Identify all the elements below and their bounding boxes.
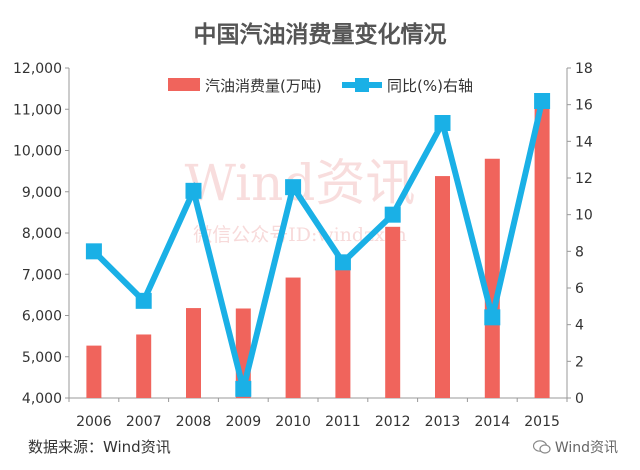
legend-bar-label: 汽油消费量(万吨) <box>205 77 322 95</box>
x-tick-label: 2007 <box>126 414 162 430</box>
bar-2007 <box>136 334 152 398</box>
y-left-tick-label: 10,000 <box>13 144 62 160</box>
point-2011 <box>334 254 351 271</box>
legend-bar-swatch <box>168 78 200 91</box>
y-left-tick-label: 8,000 <box>22 226 62 242</box>
x-tick-label: 2015 <box>524 414 560 430</box>
x-tick-label: 2013 <box>425 414 461 430</box>
y-right-tick-label: 2 <box>575 354 584 370</box>
point-2015 <box>534 93 551 109</box>
y-right-tick-label: 14 <box>575 134 593 150</box>
y-right-tick-label: 16 <box>575 98 593 114</box>
y-left-tick-label: 12,000 <box>13 61 62 77</box>
x-tick-label: 2006 <box>76 414 112 430</box>
y-right-tick-label: 10 <box>575 208 593 224</box>
brand-mark: Wind资讯 <box>532 437 618 457</box>
y-right-tick-label: 18 <box>575 61 593 77</box>
point-2010 <box>285 179 302 196</box>
point-2009 <box>235 380 252 397</box>
x-tick-label: 2010 <box>275 414 311 430</box>
y-right-tick-label: 6 <box>575 281 584 297</box>
bar-2012 <box>385 226 401 398</box>
bar-2015 <box>534 107 550 398</box>
legend-line-marker <box>355 78 369 92</box>
source-note: 数据来源：Wind资讯 <box>28 438 171 456</box>
bar-2006 <box>86 345 102 398</box>
point-2008 <box>185 182 202 199</box>
bar-2014 <box>484 158 500 398</box>
y-left-tick-label: 7,000 <box>22 267 62 283</box>
point-2007 <box>135 292 152 309</box>
point-2013 <box>434 115 451 131</box>
y-right-tick-label: 8 <box>575 244 584 260</box>
line-series <box>85 93 551 397</box>
bar-2010 <box>285 277 301 398</box>
y-left-tick-label: 11,000 <box>13 102 62 118</box>
y-right-tick-label: 12 <box>575 171 593 187</box>
bar-series <box>86 107 550 398</box>
x-tick-label: 2011 <box>325 414 361 430</box>
y-left-tick-label: 6,000 <box>22 309 62 325</box>
legend-line-label: 同比(%)右轴 <box>387 77 473 95</box>
y-right-tick-label: 4 <box>575 318 584 334</box>
x-tick-label: 2008 <box>176 414 212 430</box>
y-left-tick-label: 9,000 <box>22 185 62 201</box>
x-tick-label: 2012 <box>375 414 411 430</box>
bar-2011 <box>335 262 351 398</box>
point-2012 <box>384 206 401 223</box>
y-left-tick-label: 5,000 <box>22 350 62 366</box>
axes: 4,000 5,000 6,000 7,000 8,000 9,000 10,000 11,0… <box>13 61 593 430</box>
y-left-tick-label: 4,000 <box>22 391 62 407</box>
bar-2013 <box>435 176 450 398</box>
legend: 汽油消费量(万吨) 同比(%)右轴 <box>168 77 473 95</box>
brand-label: Wind资讯 <box>554 440 618 456</box>
point-2014 <box>484 309 501 326</box>
watermark-line2: 微信公众号ID:windzxsh <box>193 224 407 246</box>
point-2006 <box>85 243 102 260</box>
chart-title: 中国汽油消费量变化情况 <box>194 21 447 48</box>
y-right-tick-label: 0 <box>575 391 584 407</box>
bar-2008 <box>186 308 201 398</box>
x-tick-label: 2014 <box>474 414 510 430</box>
wechat-icon <box>532 440 551 454</box>
x-tick-label: 2009 <box>225 414 261 430</box>
yoy-line <box>91 100 546 390</box>
